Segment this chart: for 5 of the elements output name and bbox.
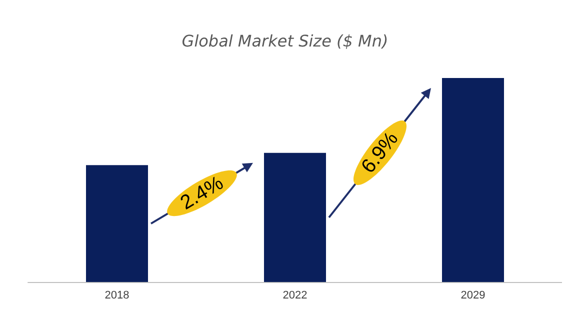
x-tick-label: 2029 — [460, 290, 486, 302]
chart-title: Global Market Size ($ Mn) — [182, 32, 388, 50]
annotation: 2.4% — [176, 172, 228, 214]
x-tick-label: 2018 — [104, 290, 130, 302]
x-tick-label: 2022 — [282, 290, 308, 302]
